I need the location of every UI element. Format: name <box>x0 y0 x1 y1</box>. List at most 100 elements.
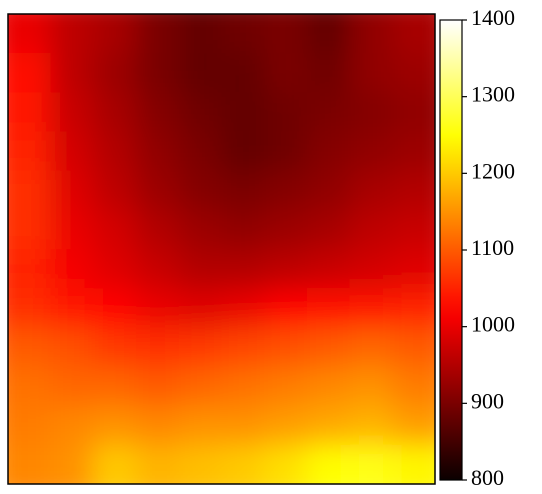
heatmap-cell <box>306 131 351 172</box>
plot-frame <box>7 13 436 485</box>
heatmap-cell <box>264 170 308 211</box>
heatmap-cell <box>392 249 435 289</box>
heatmap-cell <box>178 405 222 446</box>
heatmap-cell <box>306 288 351 328</box>
heatmap-cell <box>349 288 393 328</box>
heatmap-cell <box>392 170 435 211</box>
heatmap-cell <box>178 249 222 289</box>
heatmap-cell <box>178 14 222 54</box>
heatmap-cell <box>306 249 351 289</box>
heatmap-cell <box>392 327 435 367</box>
heatmap-cell <box>306 405 351 446</box>
heatmap-cell <box>8 92 52 132</box>
heatmap-cell <box>50 170 94 211</box>
heatmap-cell <box>264 327 308 367</box>
heatmap-cell <box>8 53 52 93</box>
colorbar-tick-label: 900 <box>471 388 504 413</box>
heatmap-cell <box>178 444 222 484</box>
heatmap-cell <box>349 249 393 289</box>
heatmap-cell <box>136 288 180 328</box>
heatmap-cell <box>50 249 94 289</box>
heatmap-cell <box>221 405 265 446</box>
heatmap-cell <box>93 405 137 446</box>
heatmap-cell <box>93 249 137 289</box>
colorbar-tick-label: 1400 <box>471 5 515 30</box>
heatmap-cell <box>306 327 351 367</box>
heatmap-cell <box>349 14 393 54</box>
heatmap-cell <box>221 53 265 93</box>
heatmap-cell <box>8 209 52 250</box>
heatmap-cell <box>264 14 308 54</box>
heatmap-cell <box>392 288 435 328</box>
heatmap-cell <box>392 53 435 93</box>
colorbar-tick-label: 800 <box>471 465 504 490</box>
heatmap-cell <box>306 366 351 407</box>
heatmap-cell <box>50 366 94 407</box>
heatmap-cell <box>178 288 222 328</box>
heatmap-cell <box>93 92 137 132</box>
heatmap-cell <box>264 209 308 250</box>
heatmap-cell <box>221 131 265 172</box>
heatmap-cell <box>306 444 351 484</box>
heatmap-cell <box>306 53 351 93</box>
heatmap-cell <box>221 366 265 407</box>
heatmap-cell <box>50 405 94 446</box>
heatmap-cell <box>221 14 265 54</box>
heatmap-cell <box>8 327 52 367</box>
heatmap-cell <box>264 249 308 289</box>
heatmap-cell <box>50 14 94 54</box>
heatmap-cell <box>392 444 435 484</box>
heatmap-cell <box>349 131 393 172</box>
heatmap-cell <box>264 92 308 132</box>
heatmap-cell <box>8 249 52 289</box>
heatmap-cell <box>306 170 351 211</box>
heatmap-cell <box>50 53 94 93</box>
heatmap-cell <box>50 209 94 250</box>
heatmap-cell <box>392 209 435 250</box>
heatmap-cell <box>392 92 435 132</box>
heatmap-cell <box>8 131 52 172</box>
colorbar-tick-label: 1300 <box>471 82 515 107</box>
heatmap-cell <box>349 53 393 93</box>
heatmap-cell <box>136 92 180 132</box>
heatmap-cell <box>178 327 222 367</box>
heatmap-cell <box>8 444 52 484</box>
heatmap-cell <box>136 170 180 211</box>
heatmap-cell <box>392 366 435 407</box>
heatmap-cell <box>221 209 265 250</box>
heatmap-cell <box>349 327 393 367</box>
heatmap-cell <box>8 14 52 54</box>
heatmap-cell <box>8 405 52 446</box>
colorbar-tick-label: 1100 <box>471 235 514 260</box>
heatmap-cell <box>221 92 265 132</box>
heatmap-cell <box>93 288 137 328</box>
heatmap-cell <box>93 53 137 93</box>
heatmap-cell <box>349 366 393 407</box>
heatmap-cell <box>264 288 308 328</box>
heatmap-cell <box>264 405 308 446</box>
colorbar-tick-label: 1000 <box>471 312 515 337</box>
colorbar <box>439 19 463 481</box>
heatmap-cell <box>93 366 137 407</box>
heatmap-cell <box>178 209 222 250</box>
heatmap-cell <box>50 131 94 172</box>
heatmap-cell <box>306 92 351 132</box>
heatmap-cell <box>392 405 435 446</box>
heatmap-cell <box>93 327 137 367</box>
heatmap-cell <box>264 53 308 93</box>
heatmap-cell <box>178 366 222 407</box>
heatmap-cell <box>349 405 393 446</box>
heatmap-cell <box>221 288 265 328</box>
heatmap-cell <box>93 209 137 250</box>
heatmap-cell <box>349 209 393 250</box>
heatmap-cell <box>221 170 265 211</box>
heatmap-cell <box>178 131 222 172</box>
heatmap-cell <box>93 444 137 484</box>
heatmap-cell <box>178 170 222 211</box>
heatmap-cell <box>221 327 265 367</box>
heatmap-cell <box>136 249 180 289</box>
heatmap-cell <box>349 444 393 484</box>
heatmap-cell <box>136 131 180 172</box>
heatmap-cell <box>136 444 180 484</box>
heatmap-cell <box>8 366 52 407</box>
